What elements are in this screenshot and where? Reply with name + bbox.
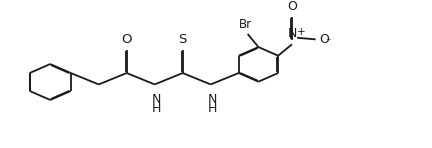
Text: H: H	[152, 102, 161, 115]
Text: O: O	[319, 33, 329, 46]
Text: Br: Br	[239, 18, 252, 31]
Text: N: N	[287, 27, 297, 40]
Text: +: +	[297, 27, 306, 37]
Text: O: O	[287, 0, 297, 13]
Text: N: N	[208, 93, 217, 106]
Text: O: O	[121, 33, 132, 46]
Text: N: N	[152, 93, 161, 106]
Text: ⁻: ⁻	[325, 38, 330, 48]
Text: S: S	[178, 33, 187, 46]
Text: H: H	[208, 102, 217, 115]
